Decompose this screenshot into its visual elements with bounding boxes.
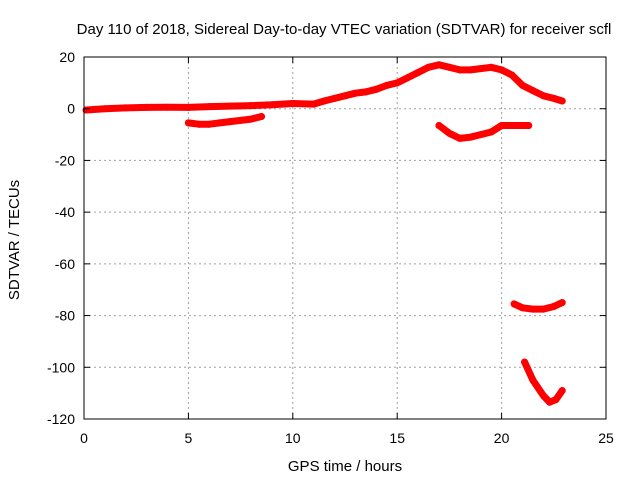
x-tick-label: 0 [80,430,88,446]
data-point [529,305,537,313]
y-tick-label: -80 [55,308,75,324]
data-point [529,87,537,95]
x-tick-label: 15 [389,430,405,446]
data-point [435,122,443,129]
data-series-3 [435,122,533,142]
data-point [393,79,401,87]
data-point [466,133,474,141]
y-tick-label: -100 [47,359,75,375]
data-point [508,122,516,129]
data-point [101,105,109,113]
data-point [445,63,453,71]
data-point [216,119,224,127]
data-point [310,100,318,108]
data-point [558,387,566,395]
plot-frame [83,56,607,420]
data-point [477,131,485,139]
data-point [498,66,506,74]
data-point [508,71,516,79]
data-point [498,122,506,129]
data-point [205,120,213,128]
data-point [341,92,349,100]
data-point [552,396,560,404]
x-tick-label: 5 [185,430,193,446]
data-point [546,398,554,406]
data-point [425,63,432,71]
data-point [550,303,558,310]
data-point [383,81,391,89]
axis-ticks: 20 0 -20 -40 -60 -80 -100 -120 0 5 10 15 20 25 [47,49,614,446]
data-point [195,120,203,128]
data-point [184,103,192,111]
y-tick-label: -40 [55,204,75,220]
chart-title: Day 110 of 2018, Sidereal Day-to-day VTE… [77,21,612,38]
data-point [435,61,443,69]
data-point [351,89,359,97]
data-point [205,103,213,111]
data-point [539,305,547,313]
data-point [558,97,566,105]
data-point [519,122,526,129]
x-tick-label: 20 [494,430,510,446]
data-point [529,376,537,384]
data-point [247,115,255,123]
data-point [247,102,255,110]
data-point [289,100,297,107]
data-point [164,103,171,111]
data-point [268,101,276,109]
data-point [122,104,130,112]
data-point [414,69,422,76]
data-point [372,85,380,93]
data-point [320,97,328,105]
data-point [404,74,412,82]
y-tick-label: -60 [55,256,75,272]
data-point [519,81,526,89]
y-tick-label: 20 [59,49,75,65]
x-axis-label: GPS time / hours [288,458,402,475]
data-point [477,65,485,73]
data-series-group [82,61,566,406]
grid-lines [84,57,606,419]
data-point [510,300,518,308]
data-point [487,128,495,136]
data-point [558,299,566,307]
data-point [237,116,245,124]
data-point [331,94,339,102]
data-point [539,92,547,100]
data-point [362,88,370,96]
data-point [539,392,547,400]
data-point [143,103,151,111]
data-point [525,122,533,129]
data-point [550,94,558,102]
data-point [258,113,265,120]
x-tick-label: 25 [598,430,614,446]
data-point [487,63,495,71]
y-tick-label: -120 [47,411,75,427]
data-point [456,134,464,142]
data-point [184,119,192,127]
y-axis-label: SDTVAR / TECUs [6,180,23,300]
x-tick-label: 10 [285,430,301,446]
y-tick-label: -20 [55,152,75,168]
data-point [521,358,529,366]
data-point [466,66,474,74]
data-point [445,129,453,137]
y-tick-label: 0 [67,101,75,117]
data-point [456,66,464,74]
data-point [226,118,234,126]
data-point [226,102,234,110]
data-point [519,304,526,312]
